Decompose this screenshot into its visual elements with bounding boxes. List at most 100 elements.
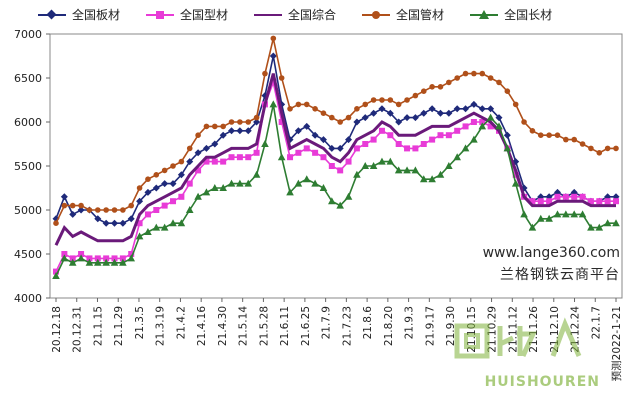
data-point xyxy=(328,144,336,152)
data-point xyxy=(386,157,395,165)
data-point xyxy=(429,84,435,90)
data-point xyxy=(144,211,151,218)
data-point xyxy=(186,158,194,166)
data-point xyxy=(228,154,235,161)
data-point xyxy=(546,132,552,138)
data-point xyxy=(269,52,277,60)
data-point xyxy=(588,145,594,152)
x-tick-label: 21.3.5 xyxy=(134,306,146,339)
data-point xyxy=(412,145,419,152)
data-point xyxy=(278,75,285,81)
data-point xyxy=(287,106,293,112)
data-point xyxy=(60,254,69,262)
data-point xyxy=(128,202,135,209)
data-point xyxy=(445,109,453,117)
data-point xyxy=(237,119,243,125)
data-point xyxy=(153,207,160,213)
x-tick-label: 21.4.30 xyxy=(217,306,229,346)
x-tick-label: 21.6.11 xyxy=(279,306,291,346)
data-point xyxy=(136,185,143,191)
data-point xyxy=(394,166,403,174)
data-point xyxy=(152,184,160,192)
data-point xyxy=(470,135,478,143)
data-point xyxy=(420,109,428,117)
data-point xyxy=(270,35,277,42)
data-point xyxy=(68,258,77,266)
data-point xyxy=(471,70,477,77)
data-point xyxy=(228,119,235,125)
data-point xyxy=(419,175,428,183)
x-tick-label: 21.4.2 xyxy=(175,306,187,339)
data-point xyxy=(60,193,68,201)
data-point xyxy=(110,258,119,266)
data-point xyxy=(170,198,177,205)
data-point xyxy=(102,219,110,227)
legend-label: 全国管材 xyxy=(396,8,445,22)
x-tick-label: 21.8.6 xyxy=(362,306,374,340)
data-point xyxy=(295,149,302,156)
data-point xyxy=(453,153,461,161)
huishouren-logo xyxy=(454,317,582,359)
data-point xyxy=(227,179,236,187)
data-point xyxy=(219,184,227,191)
data-point xyxy=(244,127,252,135)
data-point xyxy=(570,210,579,218)
data-point xyxy=(328,163,335,169)
x-tick-label: 21.6.25 xyxy=(300,306,312,346)
x-tick-label: 21.9.30 xyxy=(445,306,457,346)
data-point xyxy=(420,141,427,147)
data-point xyxy=(228,127,236,135)
legend-item: 全国型材 xyxy=(146,6,228,23)
legend-swatch xyxy=(362,10,391,20)
data-point xyxy=(487,123,494,130)
data-point xyxy=(512,101,519,108)
data-point xyxy=(613,145,619,152)
data-point xyxy=(269,100,278,108)
x-tick-label: 预测2022-1-21 xyxy=(610,306,623,381)
data-point xyxy=(536,214,545,222)
data-point xyxy=(111,219,119,227)
data-point xyxy=(120,207,126,213)
data-point xyxy=(546,198,553,205)
x-tick-label: 21.1.29 xyxy=(113,306,125,346)
data-point xyxy=(94,215,102,223)
data-point xyxy=(287,154,294,161)
data-point xyxy=(354,106,360,112)
y-tick-label: 4500 xyxy=(14,248,42,261)
x-tick-label: 21.1.15 xyxy=(92,306,104,346)
data-point xyxy=(587,198,594,205)
data-point xyxy=(262,70,268,77)
data-point xyxy=(612,219,620,227)
data-point xyxy=(119,219,127,227)
legend-label: 全国板材 xyxy=(72,8,121,22)
watermark-brand: 兰格钢铁云商平台 xyxy=(500,267,620,283)
data-point xyxy=(69,202,76,209)
data-point xyxy=(253,118,261,126)
data-point xyxy=(412,92,419,99)
data-point xyxy=(186,180,193,187)
data-point xyxy=(211,158,218,165)
data-point xyxy=(69,255,76,262)
x-tick-label: 21.8.20 xyxy=(383,306,395,346)
data-point xyxy=(403,114,411,122)
data-point xyxy=(102,258,110,266)
data-point xyxy=(613,198,619,205)
data-point xyxy=(94,255,101,262)
x-tick-label: 21.9.3 xyxy=(404,306,416,339)
data-point xyxy=(446,79,452,86)
data-point xyxy=(462,70,469,77)
data-point xyxy=(529,198,536,205)
logo-text: HUISHOUREN xyxy=(484,374,600,390)
legend-marker xyxy=(46,9,57,19)
data-point xyxy=(161,202,168,209)
data-point xyxy=(211,140,219,148)
data-point xyxy=(479,119,486,125)
data-point xyxy=(462,123,469,130)
data-point xyxy=(78,202,84,209)
watermark: www.lange360.com 兰格钢铁云商平台 xyxy=(483,242,620,286)
x-tick-label: 21.5.14 xyxy=(238,306,250,346)
x-tick-label: 21.4.16 xyxy=(196,306,208,346)
data-point xyxy=(127,215,135,223)
data-point xyxy=(545,214,553,222)
data-point xyxy=(404,97,410,103)
